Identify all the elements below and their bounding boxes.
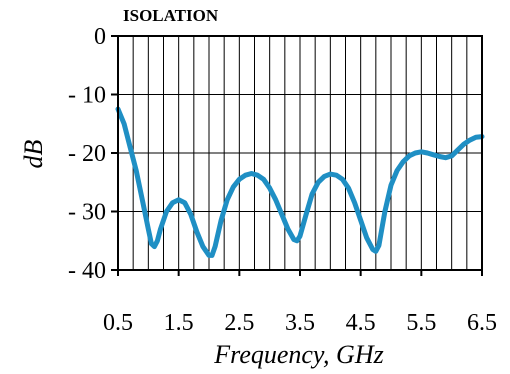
x-tick-label: 4.5: [346, 310, 376, 336]
x-tick-label: 0.5: [103, 310, 133, 336]
y-tick-label: - 10: [68, 83, 106, 109]
y-tick-labels: 0 - 10 - 20 - 30 - 40: [68, 24, 106, 284]
y-tick-label: 0: [94, 24, 106, 50]
x-tick-label: 5.5: [406, 310, 436, 336]
y-tick-label: - 20: [68, 141, 106, 167]
x-tick-label: 3.5: [285, 310, 315, 336]
y-tick-label: - 40: [68, 258, 106, 284]
x-tick-label: 2.5: [224, 310, 254, 336]
y-tick-label: - 30: [68, 200, 106, 226]
x-axis-title: Frequency, GHz: [213, 340, 383, 369]
x-tick-label: 1.5: [164, 310, 194, 336]
y-tick-marks: [111, 35, 118, 271]
y-axis-title: dB: [19, 139, 48, 168]
x-tick-labels: 0.5 1.5 2.5 3.5 4.5 5.5 6.5: [103, 310, 497, 336]
chart-title: ISOLATION: [123, 6, 219, 25]
x-tick-label: 6.5: [467, 310, 497, 336]
x-tick-marks: [117, 270, 483, 276]
grid-lines: [118, 36, 482, 270]
isolation-curve: [115, 106, 485, 258]
